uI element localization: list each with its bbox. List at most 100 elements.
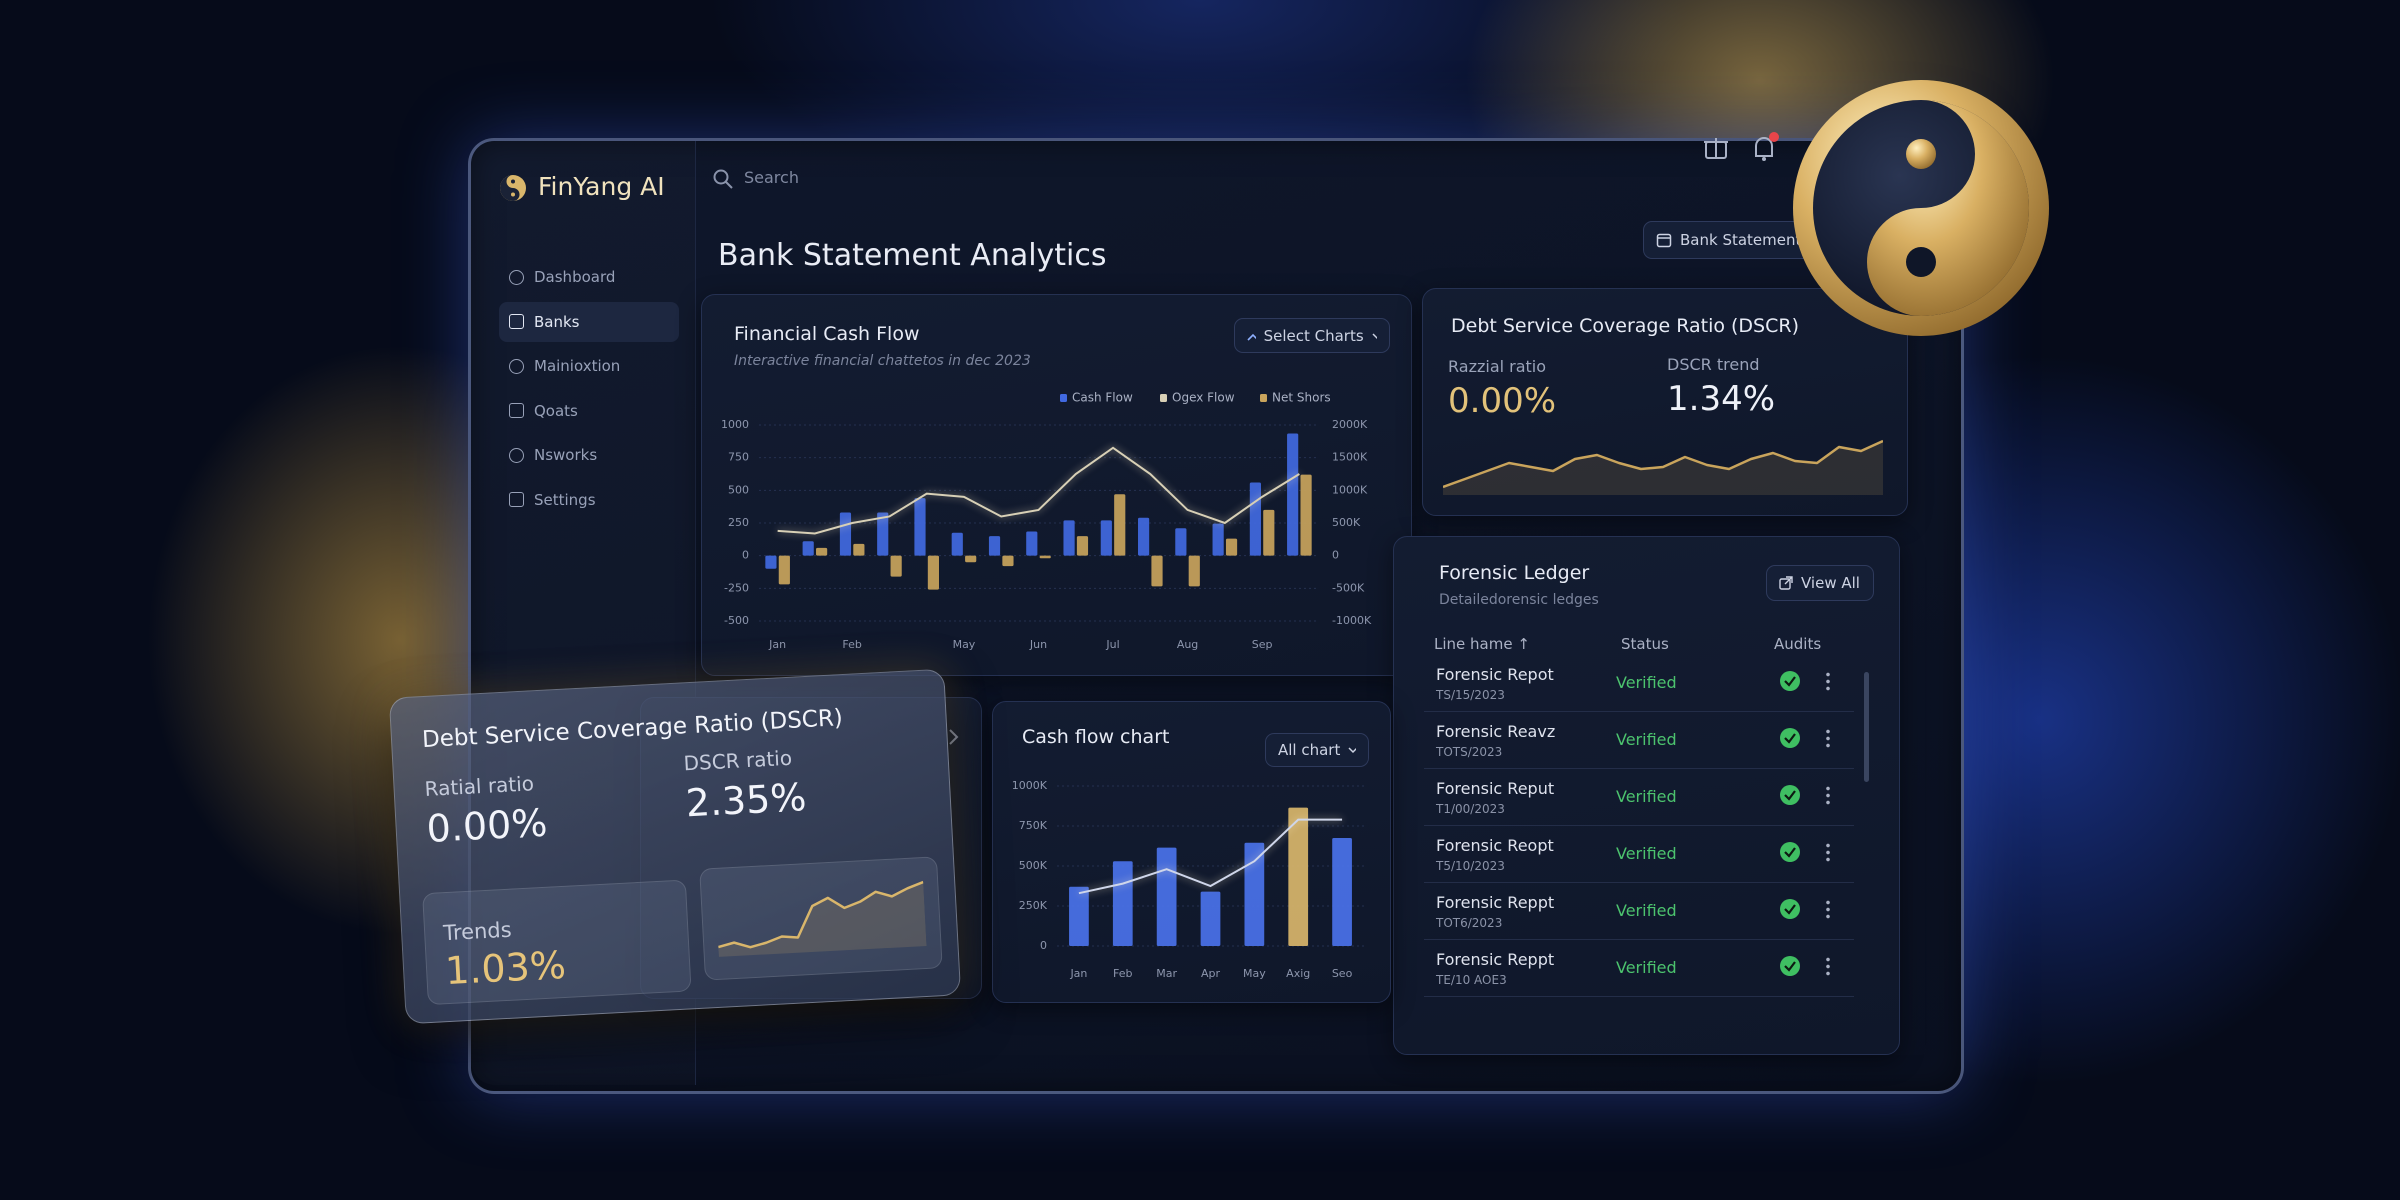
nav-item[interactable]: Banks [499,301,679,342]
row-menu[interactable] [1826,899,1830,919]
row-divider [1424,996,1854,997]
bar [927,555,939,590]
row-name: Forensic Reppt [1436,950,1555,969]
y-tick-label: 0 [742,549,749,562]
nav-icon [509,269,524,285]
x-tick-label: Feb [1113,967,1132,980]
line-series [777,446,1300,535]
bar [1114,494,1126,556]
row-date: TE/10 AOE3 [1436,973,1507,987]
scrollbar[interactable] [1864,672,1869,782]
panel-subtitle: Interactive financial chattetos in dec 2… [734,353,1031,369]
check-mark [1784,904,1796,915]
row-menu[interactable] [1826,842,1830,862]
bar [951,532,963,556]
nav-item[interactable]: Mainioxtion [499,346,679,386]
all-chart-button[interactable]: All chart [1265,733,1369,767]
row-date: T5/10/2023 [1436,859,1505,873]
card-sparkline [717,880,927,957]
y-tick-label: 0 [1040,939,1047,952]
check-mark [1784,961,1796,972]
bar [1288,807,1309,946]
calendar-icon [1656,233,1672,248]
check-icon [1780,899,1800,919]
metric-value: 2.35% [684,775,808,826]
bar [853,543,865,556]
view-all-button[interactable]: View All [1766,565,1874,601]
bar [1175,528,1187,556]
button-label: Select Charts [1263,326,1364,345]
row-name: Forensic Reavz [1436,722,1556,741]
nav-label: Banks [534,312,580,331]
row-menu[interactable] [1826,785,1830,805]
nav-label: Dashboard [534,268,616,286]
x-tick-label: Sep [1252,638,1273,651]
x-tick-label: Seo [1332,967,1353,980]
button-label: All chart [1278,741,1341,759]
x-tick-label: Jan [768,638,786,651]
check-mark [1784,733,1796,744]
x-tick-label: Jul [1105,638,1119,651]
sparkline-area [718,882,927,957]
bar [1026,531,1038,556]
bar [1287,433,1299,556]
button-label: View All [1801,574,1860,592]
row-status: Verified [1616,844,1677,863]
nav-icon [509,314,524,329]
panel-title: Forensic Ledger [1439,562,1590,584]
metric-label: DSCR ratio [683,745,793,776]
bar [1212,523,1224,556]
x-tick-label: Jun [1029,638,1047,651]
cash-bar-chart: 0 250K 500K 750K 1000K Jan Feb Mar Apr May Axig Seo [1012,779,1364,980]
bar [1063,520,1075,556]
nav-item[interactable]: Nsworks [499,435,679,475]
bar [765,555,777,569]
dscr-sparkline [1443,439,1883,495]
y-tick-label: 2000K [1332,418,1368,431]
row-menu[interactable] [1826,956,1830,976]
row-date: T1/00/2023 [1436,802,1505,816]
metric-label: Ratial ratio [424,771,535,802]
sparkline [717,880,924,949]
row-menu[interactable] [1826,671,1830,691]
row-name: Forensic Repot [1436,665,1554,684]
nav-label: Mainioxtion [534,357,621,375]
panel-title: Cash flow chart [1022,726,1170,748]
bar [1151,555,1163,587]
y-tick-label: 750 [728,451,749,464]
bar [1156,847,1177,946]
y-tick-label: 1000K [1332,483,1368,496]
metric-value: 1.34% [1667,379,1776,419]
column-header: Audits [1774,635,1822,653]
x-tick-label: Jan [1069,967,1087,980]
legend-swatch [1260,394,1267,402]
y-tick-label: 1500K [1332,451,1368,464]
nav-item[interactable]: Qoats [499,391,679,431]
row-divider [1424,768,1854,769]
select-charts-button[interactable]: Select Charts [1234,318,1390,353]
nav-item[interactable]: Dashboard [499,257,679,297]
x-tick-label: Feb [842,638,861,651]
y-tick-label: -1000K [1332,614,1372,627]
bar [816,547,828,556]
metric-label: DSCR trend [1667,355,1760,374]
row-menu[interactable] [1826,728,1830,748]
y-tick-label: 1000K [1012,779,1048,792]
y-tick-label: 250 [728,516,749,529]
header-icons [1704,132,1779,161]
search-input[interactable]: Search [744,168,799,187]
dscr-panel: Debt Service Coverage Ratio (DSCR) Razzi… [1422,288,1908,516]
cash-flow-chart: 1000 750 500 250 0 -250 -500 2000K 1500K 1000K 500… [721,391,1372,652]
trends-box: Trends 1.03% [422,879,692,1006]
check-icon [1780,956,1800,976]
y-tick-label: 1000 [721,418,749,431]
row-date: TOT6/2023 [1436,916,1503,930]
chevron-icon [1372,332,1377,339]
nav-item[interactable]: Settings [499,480,679,520]
brand-name: FinYang AI [538,172,665,201]
bar [890,555,902,577]
column-header[interactable]: Line hame ↑ [1434,635,1530,653]
row-status: Verified [1616,673,1677,692]
check-icon [1780,671,1800,691]
